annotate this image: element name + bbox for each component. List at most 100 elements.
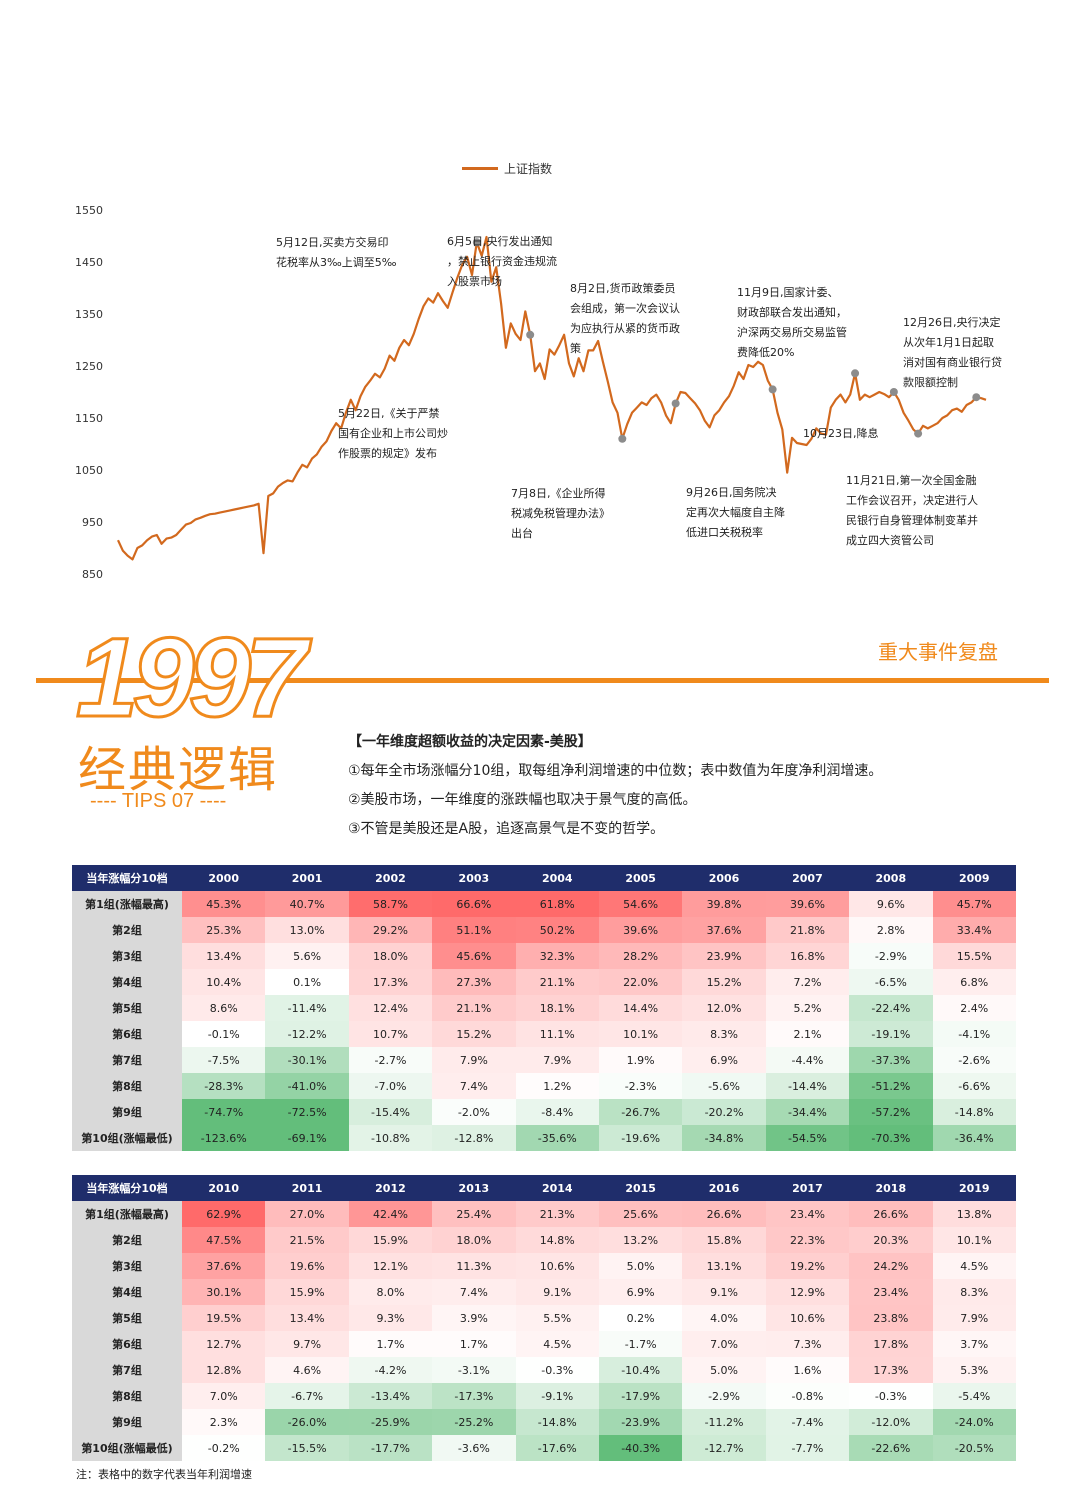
table-cell: 13.4% [265,1305,349,1331]
row-label: 第4组 [72,969,182,995]
table-cell: 12.7% [182,1331,266,1357]
table-header-year: 2002 [348,865,433,891]
table-cell: 9.3% [348,1305,433,1331]
table-cell: -57.2% [849,1099,933,1125]
y-tick-label: 1550 [75,204,103,217]
table-cell: 7.4% [432,1279,516,1305]
table-row: 第5组 19.5% 13.4% 9.3% 3.9% 5.5% 0.2% 4.0% 10.6% 23… [72,1305,1016,1331]
table-cell: 4.0% [682,1305,766,1331]
table-cell: -10.8% [348,1125,433,1151]
table-cell: -13.4% [348,1383,433,1409]
table-cell: -0.8% [765,1383,850,1409]
chart-legend: 上证指数 [462,160,552,177]
table-cell: -74.7% [182,1099,266,1125]
table-cell: 28.2% [598,943,683,969]
y-tick-label: 1350 [75,308,103,321]
table-cell: 29.2% [348,917,433,943]
table-cell: 7.4% [432,1073,516,1099]
table-cell: -22.4% [849,995,933,1021]
table-cell: 23.4% [849,1279,933,1305]
table-cell: 13.8% [932,1201,1016,1227]
table-row: 第4组 10.4% 0.1% 17.3% 27.3% 21.1% 22.0% 15.2% 7.2… [72,969,1016,995]
table-cell: 15.8% [682,1227,766,1253]
table-row: 第3组 37.6% 19.6% 12.1% 11.3% 10.6% 5.0% 13.1% 19.… [72,1253,1016,1279]
table-cell: -7.5% [182,1047,266,1073]
table-cell: -19.6% [598,1125,683,1151]
table-header-year: 2008 [849,865,933,891]
table-cell: 5.3% [932,1357,1016,1383]
table-header-year: 2015 [598,1175,683,1201]
table-cell: 45.3% [182,891,266,917]
event-annotation: 9月26日,国务院决定再次大幅度自主降低进口关税税率 [686,485,785,539]
table-cell: 39.8% [682,891,766,917]
table-cell: -8.4% [515,1099,599,1125]
table-cell: 1.9% [598,1047,683,1073]
table-cell: -5.6% [682,1073,766,1099]
table-cell: 22.3% [765,1227,850,1253]
table-cell: 4.5% [515,1331,599,1357]
row-label: 第6组 [72,1021,182,1047]
table-cell: 14.4% [598,995,683,1021]
table-cell: 42.4% [348,1201,433,1227]
table-cell: 39.6% [598,917,683,943]
event-marker [851,369,860,378]
table-header-year: 2012 [348,1175,433,1201]
table-cell: 1.6% [765,1357,850,1383]
explanation-line-2: ②美股市场，一年维度的涨跌幅也取决于景气度的高低。 [348,792,697,808]
table-row: 第2组 47.5% 21.5% 15.9% 18.0% 14.8% 13.2% 15.8% 22… [72,1227,1016,1253]
table-cell: -12.7% [682,1435,766,1461]
table-cell: 20.3% [849,1227,933,1253]
table-cell: -26.7% [598,1099,683,1125]
table-cell: -4.1% [932,1021,1016,1047]
row-label: 第9组 [72,1409,182,1435]
table-cell: -0.1% [182,1021,266,1047]
table-row: 第4组 30.1% 15.9% 8.0% 7.4% 9.1% 6.9% 9.1% 12.9% 23… [72,1279,1016,1305]
table-cell: -26.0% [265,1409,349,1435]
table-row: 第9组 -74.7% -72.5% -15.4% -2.0% -8.4% -26.7% -20… [72,1099,1016,1125]
table-cell: 19.6% [265,1253,349,1279]
table-cell: 18.1% [515,995,599,1021]
table-header-year: 2014 [515,1175,599,1201]
table-cell: 6.8% [932,969,1016,995]
table-cell: -36.4% [932,1125,1016,1151]
table-cell: 39.6% [765,891,850,917]
table-row: 第2组 25.3% 13.0% 29.2% 51.1% 50.2% 39.6% 37.6% 21… [72,917,1016,943]
table-cell: 37.6% [182,1253,266,1279]
event-marker [526,330,535,339]
table-cell: -34.8% [682,1125,766,1151]
table-header-year: 2010 [182,1175,266,1201]
table-cell: 10.6% [765,1305,850,1331]
legend-label: 上证指数 [504,162,553,176]
table-cell: -9.1% [515,1383,599,1409]
table-cell: 15.9% [265,1279,349,1305]
table-header-year: 2011 [265,1175,349,1201]
table-cell: 21.3% [515,1201,599,1227]
table-cell: 10.1% [932,1227,1016,1253]
table-cell: 7.3% [765,1331,850,1357]
table-cell: 8.3% [932,1279,1016,1305]
table-cell: 8.0% [348,1279,433,1305]
explanation-text: 【一年维度超额收益的决定因素-美股】 ①每年全市场涨幅分10组，取每组净利润增速… [348,728,882,844]
table-cell: 8.6% [182,995,266,1021]
table-row: 第7组 12.8% 4.6% -4.2% -3.1% -0.3% -10.4% 5.0% 1.6… [72,1357,1016,1383]
table-cell: 51.1% [432,917,516,943]
table-cell: -40.3% [598,1435,683,1461]
table-header-year: 2019 [932,1175,1016,1201]
table-header-year: 2000 [182,865,266,891]
event-annotation: 5月12日,买卖方交易印花税率从3‰上调至5‰ [276,235,397,269]
table-cell: 17.3% [348,969,433,995]
table-cell: -20.5% [932,1435,1016,1461]
event-marker [914,429,923,438]
table-cell: 33.4% [932,917,1016,943]
table-cell: 50.2% [515,917,599,943]
row-label: 第7组 [72,1357,182,1383]
table-cell: 26.6% [682,1201,766,1227]
index-line-chart: 1550 1450 1350 1250 1150 1050 950 850 5月12日,买卖方… [75,204,1002,581]
table-cell: 5.5% [515,1305,599,1331]
table-cell: -7.0% [348,1073,433,1099]
table-cell: -70.3% [849,1125,933,1151]
table-cell: -17.7% [348,1435,433,1461]
table-cell: 30.1% [182,1279,266,1305]
table-cell: 7.0% [182,1383,266,1409]
table-cell: 21.1% [515,969,599,995]
